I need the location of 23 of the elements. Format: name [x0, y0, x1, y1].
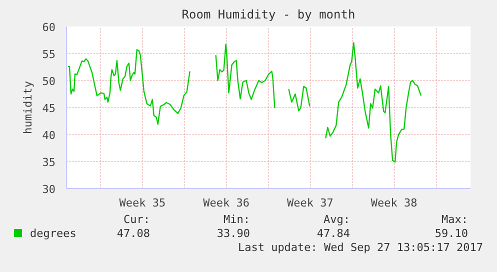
- text: Avg:: [324, 213, 350, 226]
- text: Cur:: [122, 212, 150, 228]
- y-tick-label: 40: [42, 129, 56, 142]
- text: Min:: [224, 213, 250, 226]
- y-tick-label: 55: [42, 48, 56, 61]
- x-tick-label: Week 37: [287, 196, 334, 210]
- text: 47.08: [116, 227, 150, 240]
- x-tick-label: Week 36: [203, 196, 250, 210]
- text: 59.10: [434, 226, 468, 242]
- text: Max:: [440, 212, 468, 228]
- text: 33.90: [216, 227, 250, 240]
- text: 47.84: [316, 227, 350, 240]
- y-tick-label: 30: [42, 183, 56, 196]
- x-tick-label: Week 35: [119, 196, 166, 210]
- chart-title: Room Humidity - by month: [182, 8, 356, 22]
- y-tick-label: 35: [42, 156, 56, 169]
- y-tick-label: 60: [42, 21, 56, 34]
- legend-label: degrees: [29, 226, 76, 242]
- x-tick-label: Week 38: [370, 196, 418, 210]
- y-axis-title: humidity: [21, 80, 34, 134]
- y-tick-label: 45: [42, 102, 56, 115]
- text: Last update: Wed Sep 27 13:05:17 2017: [238, 240, 483, 256]
- y-tick-label: 50: [42, 75, 56, 88]
